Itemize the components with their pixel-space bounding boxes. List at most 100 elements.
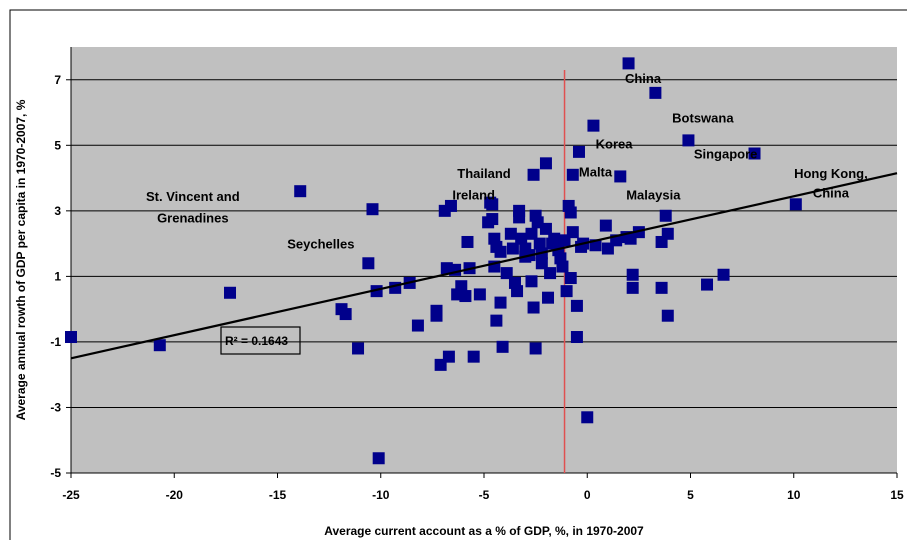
data-point <box>539 222 552 235</box>
data-point <box>473 288 486 301</box>
data-point <box>535 257 548 270</box>
annotation-label: Ireland <box>452 187 495 202</box>
trendline <box>70 172 898 360</box>
data-point <box>461 235 474 248</box>
data-point <box>525 275 538 288</box>
x-tick-label: -15 <box>269 488 287 502</box>
data-point <box>649 86 662 99</box>
x-tick-labels: -25 -20 -15 -10 -5 0 5 10 15 <box>62 488 904 502</box>
data-point <box>544 267 557 280</box>
data-point <box>599 219 612 232</box>
data-point <box>682 134 695 147</box>
y-tick-label: 1 <box>54 269 61 283</box>
data-point <box>508 276 521 289</box>
data-point <box>533 237 546 250</box>
data-point <box>494 296 507 309</box>
data-point <box>224 286 237 299</box>
data-point <box>444 199 457 212</box>
data-point <box>511 285 524 298</box>
data-point <box>570 331 583 344</box>
data-point <box>542 291 555 304</box>
data-point <box>560 285 573 298</box>
x-tick-label: 15 <box>890 488 904 502</box>
plot-area <box>71 47 897 473</box>
data-point <box>659 209 672 222</box>
x-tick-label: 5 <box>687 488 694 502</box>
data-point <box>500 267 513 280</box>
data-point <box>411 319 424 332</box>
data-point <box>494 245 507 258</box>
x-tick-label: -20 <box>166 488 184 502</box>
y-tick-label: 5 <box>54 138 61 152</box>
data-point <box>626 268 639 281</box>
data-point <box>661 309 674 322</box>
data-point <box>717 268 730 281</box>
data-point <box>748 147 761 160</box>
data-point <box>661 227 674 240</box>
data-point <box>527 301 540 314</box>
data-point <box>655 281 668 294</box>
data-point <box>525 227 538 240</box>
x-tick-label: -5 <box>479 488 490 502</box>
r-squared-box: R² = 0.1643 <box>220 326 301 355</box>
data-point <box>527 168 540 181</box>
data-point <box>294 185 307 198</box>
annotations: China Botswana Korea Singapore Malta Thailand… <box>146 71 868 251</box>
data-point <box>490 314 503 327</box>
y-tick-label: 7 <box>54 73 61 87</box>
data-point <box>570 299 583 312</box>
data-point <box>430 304 443 317</box>
annotation-label: Malaysia <box>626 187 681 202</box>
annotation-label: St. Vincent and <box>146 189 240 204</box>
data-point <box>539 157 552 170</box>
data-point <box>566 168 579 181</box>
data-point <box>513 211 526 224</box>
data-point <box>153 339 166 352</box>
x-axis-title: Average current account as a % of GDP, %… <box>324 524 644 538</box>
data-point <box>459 290 472 303</box>
x-tick-label: -25 <box>62 488 80 502</box>
data-point <box>701 278 714 291</box>
data-point <box>614 170 627 183</box>
annotation-label: Korea <box>596 137 634 152</box>
data-point <box>486 213 499 226</box>
annotation-label: Hong Kong, <box>794 166 868 181</box>
annotation-label: Singapore <box>694 146 758 161</box>
data-points <box>65 57 802 465</box>
data-point <box>564 272 577 285</box>
data-point <box>467 350 480 363</box>
data-point <box>572 145 585 158</box>
data-point <box>65 331 77 344</box>
data-point <box>486 198 499 211</box>
data-point <box>362 257 375 270</box>
annotation-label: China <box>813 186 850 201</box>
data-point <box>515 232 528 245</box>
data-point <box>789 198 802 211</box>
data-point <box>566 226 579 239</box>
data-point <box>372 452 385 465</box>
chart-frame <box>9 9 907 540</box>
annotation-label: Malta <box>579 164 613 179</box>
y-tick-label: 3 <box>54 204 61 218</box>
data-point <box>564 206 577 219</box>
data-point <box>442 350 455 363</box>
y-tick-label: -1 <box>50 335 61 349</box>
r-squared-label: R² = 0.1643 <box>225 334 288 348</box>
data-point <box>506 242 519 255</box>
data-point <box>556 260 569 273</box>
data-point <box>587 119 600 132</box>
data-point <box>626 281 639 294</box>
annotation-label: Grenadines <box>157 210 229 225</box>
y-tick-label: -3 <box>50 400 61 414</box>
data-point <box>352 342 365 355</box>
data-point <box>339 308 352 321</box>
data-point <box>504 227 517 240</box>
data-point <box>548 232 561 245</box>
axes <box>66 47 898 478</box>
annotation-label: Thailand <box>457 166 511 181</box>
annotation-label: Seychelles <box>287 237 354 252</box>
annotation-label: Botswana <box>672 110 734 125</box>
x-tick-label: 0 <box>584 488 591 502</box>
x-tick-label: -10 <box>372 488 390 502</box>
data-point <box>366 203 379 216</box>
